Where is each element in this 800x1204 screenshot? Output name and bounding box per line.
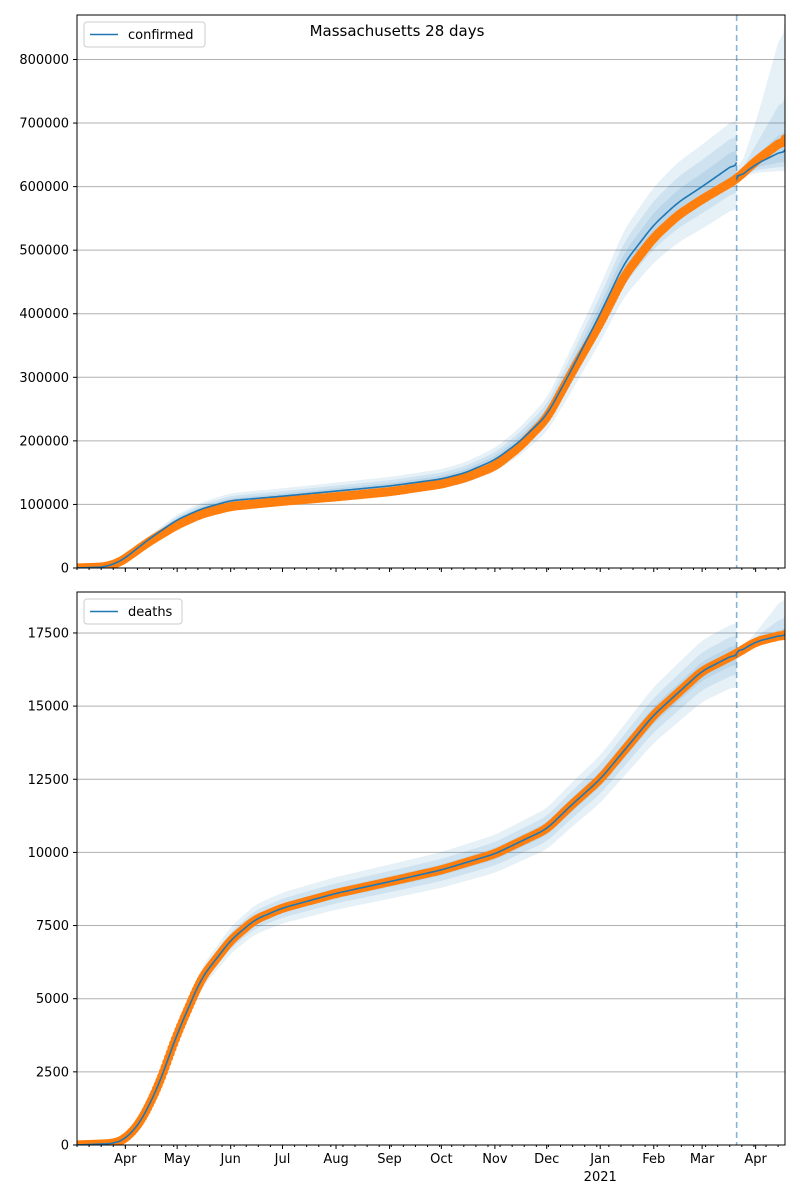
forecast-band bbox=[736, 94, 785, 180]
legend-box bbox=[83, 598, 183, 625]
x-tick-label: Feb bbox=[642, 1152, 665, 1167]
y-tick-label: 0 bbox=[61, 1139, 69, 1154]
observed-point bbox=[780, 134, 785, 144]
legend: confirmed bbox=[83, 21, 206, 48]
axes-frame bbox=[76, 591, 786, 1146]
x-year-label: 2021 bbox=[584, 1170, 617, 1185]
y-tick-label: 700000 bbox=[19, 117, 69, 132]
forecast-model-line bbox=[735, 149, 785, 180]
chart-panel-deaths: 0 2500 5000 7500 10000 12500 15000 17500 Apr May J… bbox=[28, 591, 786, 1185]
x-tick-label: Nov bbox=[482, 1152, 508, 1167]
x-tick-label: Jan bbox=[589, 1152, 610, 1167]
confidence-band bbox=[77, 633, 737, 1145]
confidence-band bbox=[77, 621, 737, 1145]
plot-area bbox=[77, 594, 785, 1145]
chart-panel-confirmed: 0 100000 200000 300000 400000 500000 600000 700… bbox=[19, 14, 786, 577]
confidence-band bbox=[77, 117, 737, 568]
legend-label: deaths bbox=[128, 605, 173, 620]
x-tick-label: Sep bbox=[377, 1152, 402, 1167]
confidence-band bbox=[77, 134, 737, 568]
x-tick-label: Jul bbox=[274, 1152, 291, 1167]
y-tick-label: 5000 bbox=[36, 992, 69, 1007]
x-tick-label: Jun bbox=[220, 1152, 241, 1167]
x-tick-label: Apr bbox=[744, 1152, 767, 1167]
y-tick-label: 15000 bbox=[28, 700, 69, 715]
plot-area bbox=[77, 18, 785, 568]
y-tick-label: 17500 bbox=[28, 626, 69, 641]
y-tick-label: 12500 bbox=[28, 773, 69, 788]
model-line bbox=[77, 162, 738, 568]
y-tick-label: 7500 bbox=[36, 919, 69, 934]
y-tick-label: 2500 bbox=[36, 1065, 69, 1080]
axes-frame bbox=[76, 14, 786, 569]
chart-title: Massachusetts 28 days bbox=[310, 22, 485, 40]
observed-point bbox=[780, 629, 785, 640]
x-tick-label: Oct bbox=[430, 1152, 452, 1167]
y-tick-label: 400000 bbox=[19, 307, 69, 322]
x-tick-label: Dec bbox=[534, 1152, 559, 1167]
x-tick-label: Apr bbox=[114, 1152, 137, 1167]
y-tick-label: 300000 bbox=[19, 371, 69, 386]
model-line bbox=[77, 652, 738, 1145]
y-tick-label: 200000 bbox=[19, 434, 69, 449]
legend-label: confirmed bbox=[128, 28, 194, 43]
y-tick-label: 600000 bbox=[19, 180, 69, 195]
forecast-band bbox=[736, 18, 785, 181]
y-tick-label: 0 bbox=[61, 562, 69, 577]
x-tick-label: Mar bbox=[690, 1152, 715, 1167]
x-tick-label: May bbox=[164, 1152, 191, 1167]
x-tick-label: Aug bbox=[323, 1152, 348, 1167]
y-tick-label: 100000 bbox=[19, 498, 69, 513]
legend-box bbox=[83, 21, 206, 48]
y-tick-label: 10000 bbox=[28, 846, 69, 861]
legend: deaths bbox=[83, 598, 183, 625]
y-tick-label: 800000 bbox=[19, 53, 69, 68]
forecast-model-line bbox=[735, 633, 785, 654]
y-tick-label: 500000 bbox=[19, 244, 69, 259]
